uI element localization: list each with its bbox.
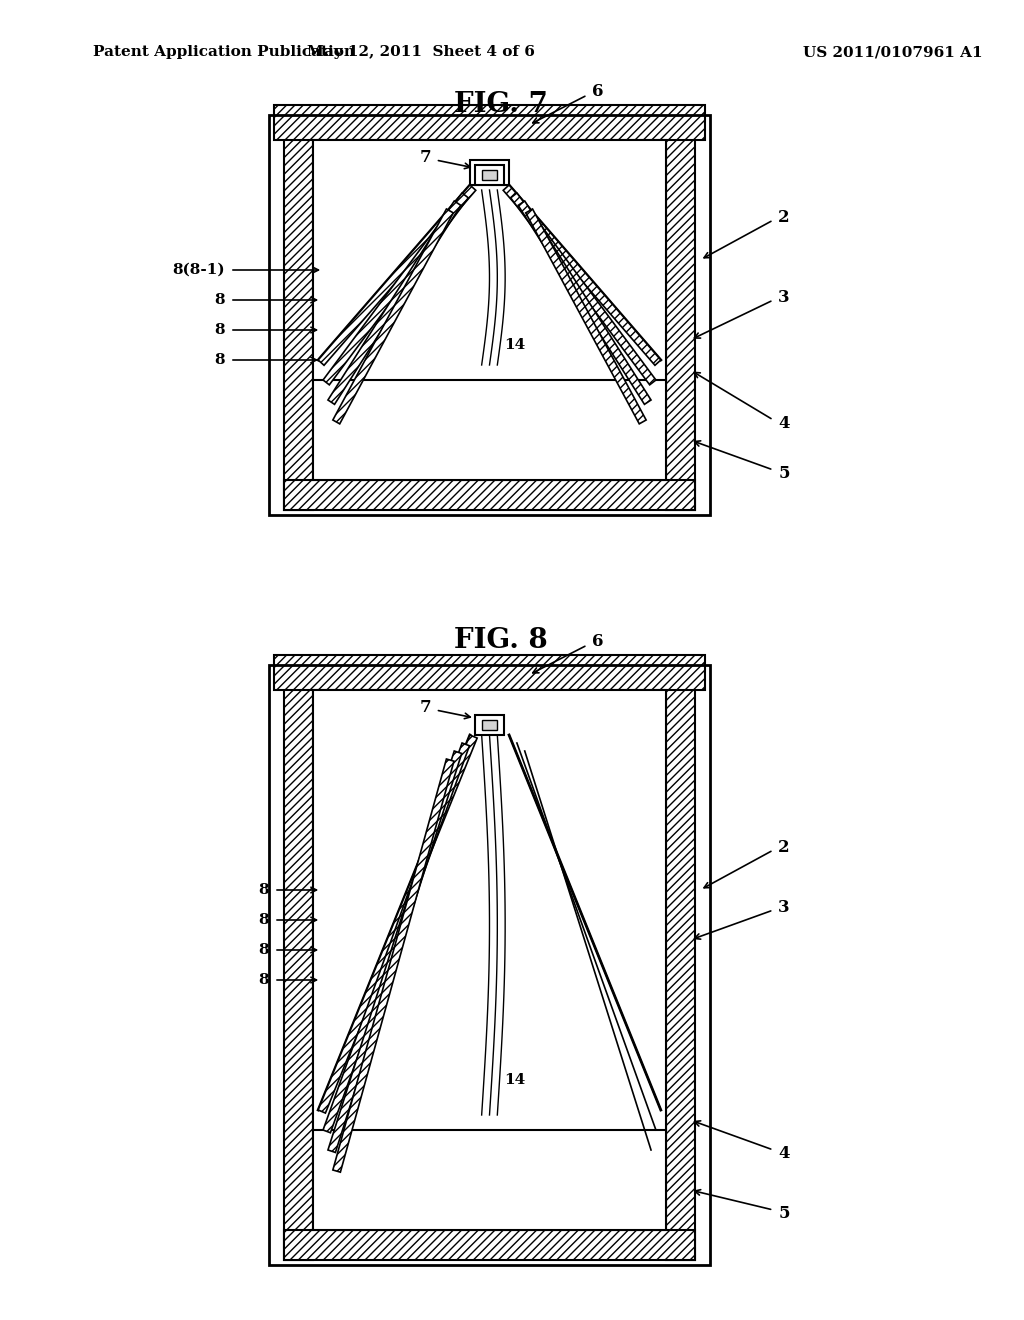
Text: 14: 14 [504,1073,525,1086]
Bar [284,129,313,510]
Text: Patent Application Publication: Patent Application Publication [93,45,355,59]
Text: 6: 6 [592,634,604,651]
Polygon shape [333,209,454,424]
Text: 3: 3 [778,899,790,916]
Text: 8: 8 [259,883,269,898]
Text: FIG. 8: FIG. 8 [455,627,548,653]
Polygon shape [525,209,646,424]
Bar [269,115,710,515]
Bar [475,715,504,735]
Polygon shape [511,193,656,385]
Text: 4: 4 [778,1144,790,1162]
Text: 7: 7 [419,149,431,166]
Text: 7: 7 [419,700,431,717]
Bar [470,160,509,185]
Text: FIG. 7: FIG. 7 [455,91,548,119]
Text: 14: 14 [504,338,525,352]
Bar [274,655,705,690]
Text: 3: 3 [778,289,790,305]
Text: 8: 8 [215,323,225,337]
Bar [475,165,504,185]
Bar [481,719,498,730]
Bar [666,680,695,1261]
Bar [274,106,705,140]
Polygon shape [323,743,469,1133]
Polygon shape [318,735,477,1113]
Polygon shape [328,201,461,404]
Text: 6: 6 [592,83,604,100]
Text: 8: 8 [259,913,269,927]
Bar [313,690,666,1230]
Text: 4: 4 [778,414,790,432]
Polygon shape [323,193,468,385]
Text: 5: 5 [778,465,790,482]
Polygon shape [503,185,660,366]
Bar [313,140,666,480]
Polygon shape [328,751,462,1152]
Text: 5: 5 [778,1204,790,1221]
Polygon shape [518,201,651,404]
Text: 2: 2 [778,838,790,855]
Text: US 2011/0107961 A1: US 2011/0107961 A1 [803,45,982,59]
Text: 2: 2 [778,209,790,226]
Polygon shape [333,759,454,1172]
Bar [284,480,695,510]
Bar [269,665,710,1265]
Text: May 12, 2011  Sheet 4 of 6: May 12, 2011 Sheet 4 of 6 [307,45,535,59]
Text: 8: 8 [259,942,269,957]
Text: 8: 8 [215,352,225,367]
Text: 8: 8 [215,293,225,308]
Bar [666,129,695,510]
Bar [284,1230,695,1261]
Text: 8: 8 [259,973,269,987]
Bar [481,170,498,180]
Text: 8(8-1): 8(8-1) [172,263,225,277]
Polygon shape [318,185,476,366]
Bar [284,680,313,1261]
